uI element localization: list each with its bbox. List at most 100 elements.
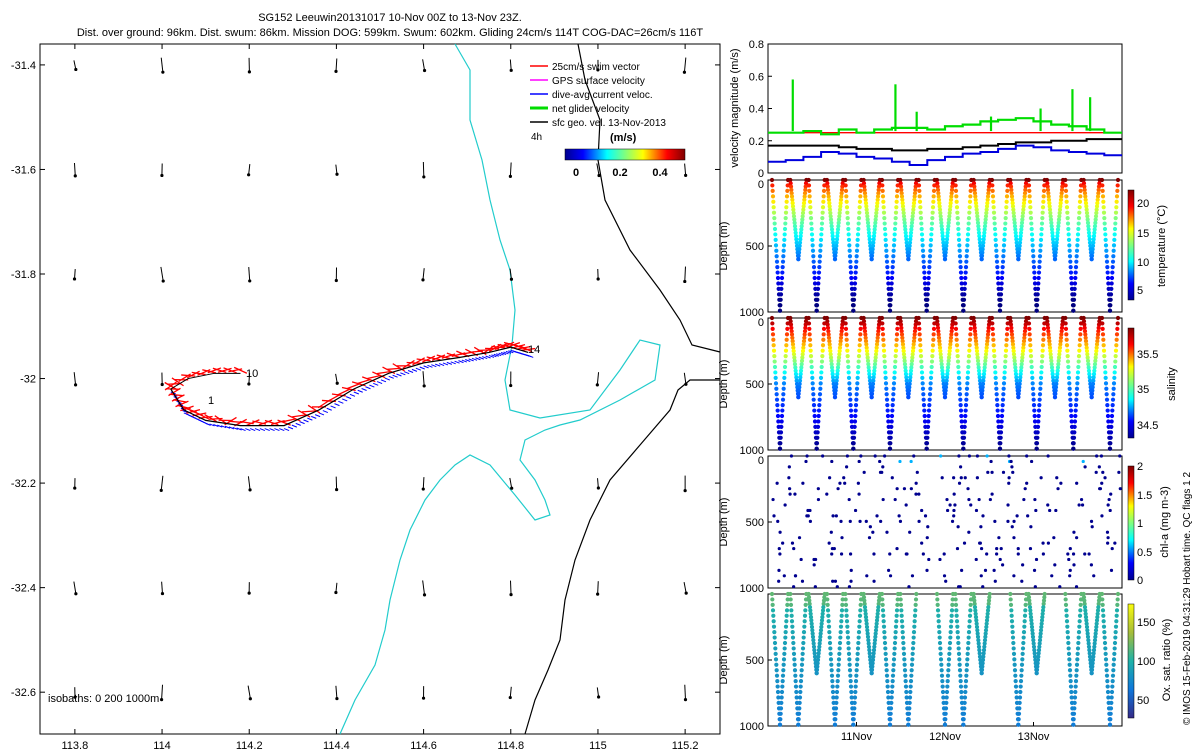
sec-temp-content-point-304 (880, 188, 885, 193)
sec-temp-content-point-876 (1085, 220, 1091, 225)
sec-ox-content-point-121 (819, 624, 824, 630)
sec-sal-content-point-0 (769, 315, 775, 321)
sec-temp-content-point-522 (956, 237, 962, 242)
sec-sal-content-point-930 (1104, 397, 1110, 402)
sec-sal-content-point-812 (1065, 348, 1070, 353)
sec-sal-content-point-308 (881, 337, 886, 342)
sec-temp-content-point-778 (1049, 224, 1054, 229)
sec-temp-content-point-660 (1009, 194, 1015, 199)
sec-temp-content-point-238 (849, 281, 854, 286)
sec-ox-content-point-432 (940, 679, 945, 684)
sec-sal-content-point-800 (1063, 315, 1068, 321)
sec-temp-content-point-185 (835, 234, 840, 239)
sec-temp-content-point-409 (931, 199, 936, 204)
sec-ox-content-point-691 (1072, 700, 1077, 706)
sec-sal-content-point-107 (821, 332, 826, 337)
sec-sal-content-point-543 (962, 430, 967, 435)
sec-sal-content-point-943 (1108, 430, 1114, 435)
sec-sal-content-point-347 (888, 441, 893, 446)
sec-temp-content-point-729 (1037, 254, 1043, 259)
dac-vector-58 (369, 384, 375, 388)
sec-ox-content-point-441 (944, 700, 949, 706)
sec-sal-content-point-280 (866, 365, 871, 370)
sec-sal-content-point-171 (837, 348, 842, 354)
sec-temp-content-point-468 (937, 207, 943, 212)
sec-temp-content-point-343 (888, 292, 894, 297)
sec-ox-content-point-620 (1029, 624, 1035, 630)
sec-ox-content-point-706 (1082, 601, 1087, 607)
map-xtick-label-5: 114.8 (497, 740, 524, 750)
sec-temp-content-point-769 (1057, 207, 1063, 212)
sec-ox-content-point-245 (851, 711, 857, 716)
sec-temp-content-point-713 (1040, 210, 1045, 215)
sec-chl-content-point-36 (808, 519, 812, 523)
sec-sal-content-point-465 (948, 339, 953, 344)
sec-ox-content-point-197 (833, 717, 838, 722)
sec-sal-content-point-614 (992, 354, 997, 359)
sec-ox-content-point-779 (1111, 668, 1116, 673)
sec-sal-content-point-117 (819, 359, 825, 364)
sec-temp-content-point-580 (976, 227, 981, 232)
sec-chl-content-point-119 (917, 519, 921, 523)
sec-sal-content-point-125 (818, 381, 823, 386)
sec-sal-content-point-303 (895, 321, 900, 326)
sec-sal-content-point-597 (979, 391, 985, 396)
sec-temp-content-point-337 (889, 275, 895, 281)
sec-sal-content-point-24 (773, 381, 779, 386)
sec-ox-content-point-295 (870, 664, 875, 669)
sec-ox-content-point-570 (1011, 646, 1016, 651)
sec-chl-content-point-250 (1094, 470, 1098, 474)
legend-scale-label: 4h (531, 132, 542, 143)
sec-sal-content-point-361 (912, 332, 917, 337)
sec-temp-content-point-187 (834, 237, 840, 242)
sec-temp-content-point-58 (789, 191, 794, 196)
sec-sal-content-point-461 (949, 332, 954, 337)
sec-ox-content-point-777 (1111, 662, 1116, 667)
sec-ox-content-point-703 (1097, 595, 1102, 600)
sec-temp-content-point-184 (830, 234, 835, 239)
sec-temp-content-point-895 (1090, 250, 1095, 255)
sec-sal-content-point-824 (1067, 381, 1072, 386)
sec-temp-content-point-50 (788, 177, 793, 183)
sec-ox-content-point-28 (774, 668, 779, 673)
sec-chl-content-point-77 (862, 470, 866, 474)
sec-temp-content-point-454 (935, 184, 940, 189)
sec-chl-content-point-161 (990, 492, 994, 496)
sec-chl-content-point-179 (1007, 481, 1011, 485)
sec-temp-content-point-673 (1020, 214, 1025, 219)
sec-ox-content-point-234 (848, 684, 854, 689)
sec-ox-content-point-627 (1038, 634, 1043, 640)
sec-temp-content-point-397 (906, 253, 911, 258)
sec-temp-content-point-824 (1067, 243, 1072, 248)
sec-ox-content-point-653 (1078, 597, 1084, 602)
sec-ox-content-point-687 (1073, 689, 1078, 695)
sec-ox-content-point-81 (799, 673, 804, 678)
swim-vector-38 (327, 393, 341, 402)
sec-ox-content-point-289 (871, 654, 876, 659)
sec-temp-content-point-560 (973, 194, 978, 199)
sec-temp-content-point-588 (977, 240, 983, 245)
sec-temp-content-point-422 (920, 237, 925, 242)
coastline-black (524, 43, 721, 735)
sec-temp-content-point-878 (1086, 224, 1091, 229)
swim-vector-95 (207, 367, 222, 374)
sec-chl-content-point-132 (946, 508, 950, 513)
sec-temp-content-point-132 (811, 265, 817, 270)
sec-sal-content-point-473 (947, 352, 952, 357)
sec-sal-content-point-730 (1031, 397, 1036, 402)
sec-sal-content-point-211 (857, 343, 862, 348)
sec-temp-content-point-889 (1091, 240, 1096, 245)
sec-ox-content-point-729 (1092, 638, 1098, 643)
sec-temp-content-point-841 (1072, 286, 1077, 291)
sec-ox-content-point-206 (844, 608, 849, 613)
sec-ox-content-point-437 (944, 689, 950, 695)
sec-sal-content-point-274 (865, 355, 870, 360)
sec-sal-content-point-833 (1073, 403, 1079, 408)
sec-ox-content-point-136 (812, 651, 817, 656)
dac-vector-96 (503, 351, 509, 355)
sec-temp-content-point-507 (968, 194, 973, 199)
sec-ox-content-point-297 (869, 667, 875, 673)
sec-sal-content-point-423 (928, 375, 934, 380)
sec-chl-content-point-62 (843, 481, 847, 485)
sec-chl-content-point-32 (816, 487, 820, 491)
